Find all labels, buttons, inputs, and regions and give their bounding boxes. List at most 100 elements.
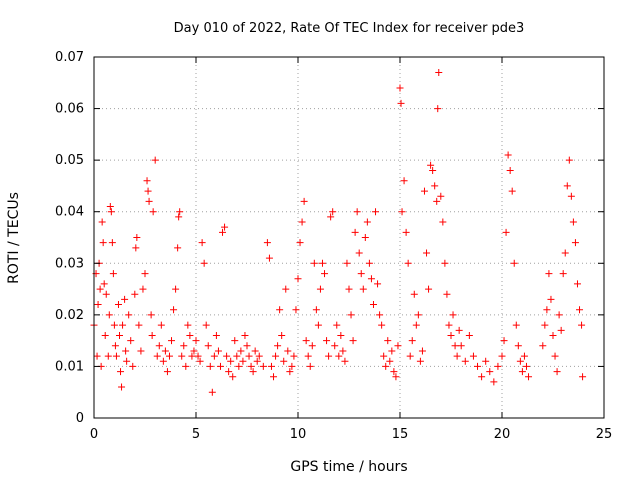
data-point <box>175 213 183 221</box>
data-point <box>153 352 161 360</box>
data-point <box>555 311 563 319</box>
data-point <box>118 383 126 391</box>
data-point <box>437 192 445 200</box>
data-point <box>376 311 384 319</box>
data-point <box>263 239 271 247</box>
data-point <box>518 368 526 376</box>
data-point <box>109 270 117 278</box>
data-point <box>410 290 418 298</box>
data-point <box>388 347 396 355</box>
data-point <box>378 321 386 329</box>
data-point <box>127 337 135 345</box>
data-point <box>390 368 398 376</box>
data-point <box>565 156 573 164</box>
data-point <box>514 342 522 350</box>
x-tick-label: 25 <box>596 427 613 442</box>
data-point <box>251 347 259 355</box>
data-point <box>310 259 318 267</box>
data-point <box>219 228 227 236</box>
data-point <box>316 285 324 293</box>
data-point <box>144 187 152 195</box>
data-point <box>353 208 361 216</box>
data-point <box>512 321 520 329</box>
data-point <box>274 342 282 350</box>
data-point <box>98 218 106 226</box>
data-point <box>308 342 316 350</box>
data-point <box>369 301 377 309</box>
data-point <box>357 270 365 278</box>
data-point <box>106 203 114 211</box>
data-point <box>455 326 463 334</box>
data-point <box>343 259 351 267</box>
data-point <box>327 213 335 221</box>
data-point <box>394 342 402 350</box>
data-point <box>200 259 208 267</box>
data-point <box>465 331 473 339</box>
data-point <box>141 270 149 278</box>
data-point <box>457 342 465 350</box>
data-point <box>461 357 469 365</box>
data-point <box>398 208 406 216</box>
data-point <box>241 331 249 339</box>
chart-title: Day 010 of 2022, Rate Of TEC Index for r… <box>174 21 525 36</box>
data-point <box>329 208 337 216</box>
data-point <box>402 228 410 236</box>
data-point <box>229 373 237 381</box>
data-point <box>559 270 567 278</box>
data-point <box>137 347 145 355</box>
data-point <box>434 105 442 113</box>
data-point <box>469 352 477 360</box>
axes: 0 5 10 15 20 25 0 0.01 0.02 0.03 0.04 0.05 0.06 0.07 <box>55 50 612 442</box>
data-point <box>190 347 198 355</box>
data-point <box>435 68 443 76</box>
data-point <box>361 234 369 241</box>
data-point <box>576 306 584 314</box>
data-point <box>235 362 243 370</box>
data-point <box>553 368 561 376</box>
data-point <box>453 352 461 360</box>
data-point <box>125 311 133 319</box>
data-point <box>578 321 586 329</box>
data-point <box>449 311 457 319</box>
data-point <box>165 352 173 360</box>
data-point <box>237 347 245 355</box>
y-axis-title: ROTI / TECUs <box>6 192 22 284</box>
data-point <box>239 357 247 365</box>
data-point <box>170 306 178 314</box>
data-point <box>525 373 533 381</box>
data-point <box>174 244 182 252</box>
data-point <box>119 321 127 329</box>
data-point <box>155 342 163 350</box>
data-point <box>243 342 251 350</box>
data-point <box>255 352 263 360</box>
plot-border <box>93 56 605 419</box>
data-point <box>382 362 390 370</box>
data-point <box>129 362 137 370</box>
data-point <box>192 337 200 345</box>
data-point <box>184 321 192 329</box>
data-point <box>194 352 202 360</box>
x-tick-label: 5 <box>192 427 200 442</box>
data-point <box>482 357 490 365</box>
data-point <box>292 306 300 314</box>
data-point <box>400 177 408 185</box>
data-point <box>506 166 514 174</box>
data-point <box>563 182 571 190</box>
data-point <box>545 270 553 278</box>
data-point <box>231 337 239 345</box>
data-point <box>412 321 420 329</box>
data-point <box>318 259 326 267</box>
data-point <box>300 197 308 205</box>
data-point <box>384 337 392 345</box>
data-point <box>579 373 587 381</box>
data-point <box>196 357 204 365</box>
data-point <box>333 321 341 329</box>
data-point <box>108 239 116 247</box>
data-point <box>282 285 290 293</box>
data-point <box>365 259 373 267</box>
data-point <box>504 151 512 159</box>
data-point <box>151 156 159 164</box>
data-point <box>172 285 180 293</box>
data-point <box>112 352 120 360</box>
data-point <box>416 357 424 365</box>
